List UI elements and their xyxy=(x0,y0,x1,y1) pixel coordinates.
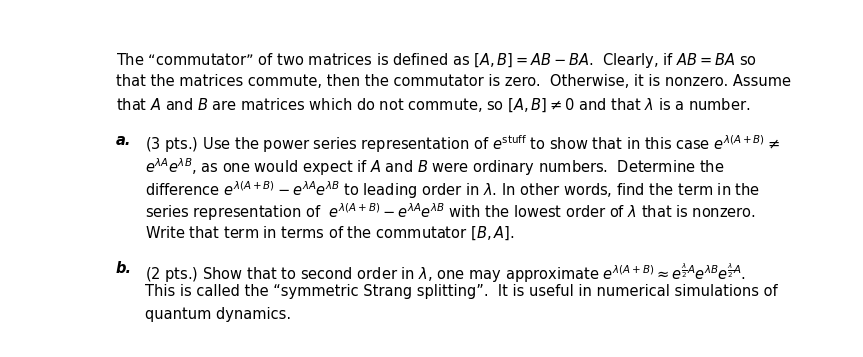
Text: The “commutator” of two matrices is defined as $[A, B] = AB - BA$.  Clearly, if : The “commutator” of two matrices is defi… xyxy=(116,51,757,70)
Text: (2 pts.) Show that to second order in $\lambda$, one may approximate $e^{\lambda: (2 pts.) Show that to second order in $\… xyxy=(145,261,746,285)
Text: that $A$ and $B$ are matrices which do not commute, so $[A, B] \neq 0$ and that : that $A$ and $B$ are matrices which do n… xyxy=(116,97,750,114)
Text: difference $e^{\lambda(A+B)} - e^{\lambda A}e^{\lambda B}$ to leading order in $: difference $e^{\lambda(A+B)} - e^{\lambd… xyxy=(145,179,759,201)
Text: that the matrices commute, then the commutator is zero.  Otherwise, it is nonzer: that the matrices commute, then the comm… xyxy=(116,74,791,89)
Text: This is called the “symmetric Strang splitting”.  It is useful in numerical simu: This is called the “symmetric Strang spl… xyxy=(145,284,778,299)
Text: b.: b. xyxy=(116,261,132,276)
Text: series representation of  $e^{\lambda(A+B)} - e^{\lambda A}e^{\lambda B}$ with t: series representation of $e^{\lambda(A+B… xyxy=(145,202,756,223)
Text: quantum dynamics.: quantum dynamics. xyxy=(145,307,291,322)
Text: $e^{\lambda A}e^{\lambda B}$, as one would expect if $A$ and $B$ were ordinary n: $e^{\lambda A}e^{\lambda B}$, as one wou… xyxy=(145,156,724,178)
Text: (3 pts.) Use the power series representation of $e^{\mathrm{stuff}}$ to show tha: (3 pts.) Use the power series representa… xyxy=(145,133,779,155)
Text: a.: a. xyxy=(116,133,131,148)
Text: Write that term in terms of the commutator $[B, A]$.: Write that term in terms of the commutat… xyxy=(145,225,514,242)
